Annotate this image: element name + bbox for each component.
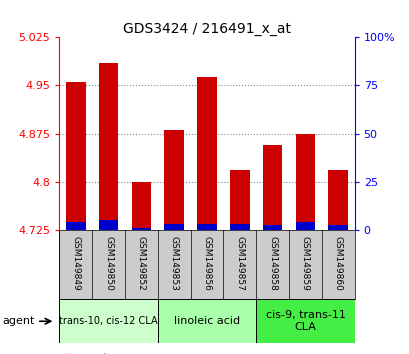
Text: cis-9, trans-11
CLA: cis-9, trans-11 CLA xyxy=(265,310,344,332)
Text: GSM149853: GSM149853 xyxy=(169,236,178,291)
Bar xyxy=(164,224,184,230)
Bar xyxy=(66,82,85,230)
Bar xyxy=(197,224,216,230)
Bar xyxy=(197,77,216,230)
Bar xyxy=(164,130,184,230)
Bar xyxy=(328,170,347,230)
Text: GSM149850: GSM149850 xyxy=(104,236,113,291)
Text: ■: ■ xyxy=(61,353,72,354)
Text: GSM149858: GSM149858 xyxy=(267,236,276,291)
Bar xyxy=(295,133,315,230)
Text: GSM149859: GSM149859 xyxy=(300,236,309,291)
Text: count: count xyxy=(78,353,107,354)
Text: trans-10, cis-12 CLA: trans-10, cis-12 CLA xyxy=(59,316,157,326)
Text: agent: agent xyxy=(2,316,34,326)
Bar xyxy=(157,299,256,343)
Text: GSM149860: GSM149860 xyxy=(333,236,342,291)
Bar xyxy=(229,224,249,230)
Bar xyxy=(99,63,118,230)
Bar xyxy=(59,299,157,343)
Bar xyxy=(262,225,282,230)
Title: GDS3424 / 216491_x_at: GDS3424 / 216491_x_at xyxy=(123,22,290,36)
Bar xyxy=(131,182,151,230)
Text: GSM149849: GSM149849 xyxy=(71,236,80,290)
Text: GSM149852: GSM149852 xyxy=(137,236,146,290)
Text: linoleic acid: linoleic acid xyxy=(173,316,240,326)
Bar xyxy=(328,225,347,230)
Bar xyxy=(229,170,249,230)
Text: GSM149857: GSM149857 xyxy=(235,236,244,291)
Bar xyxy=(99,221,118,230)
Bar xyxy=(295,222,315,230)
Bar xyxy=(131,228,151,230)
Bar xyxy=(66,222,85,230)
Bar xyxy=(262,144,282,230)
Text: GSM149856: GSM149856 xyxy=(202,236,211,291)
Bar xyxy=(256,299,354,343)
